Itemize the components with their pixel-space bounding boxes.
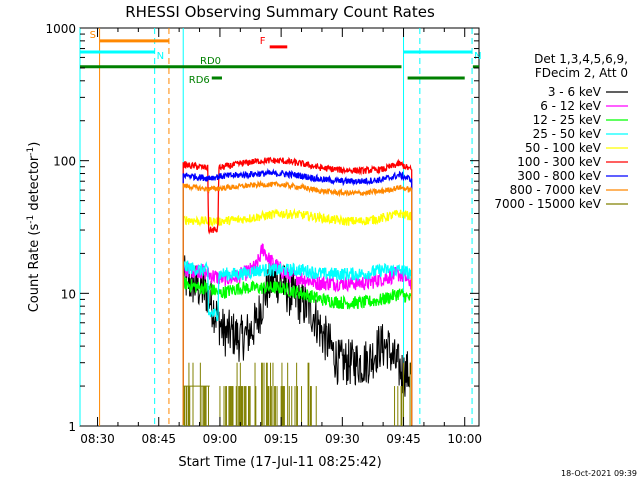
series-line-4	[182, 207, 413, 426]
marker-label: N	[157, 51, 164, 62]
chart-title: RHESSI Observing Summary Count Rates	[125, 3, 435, 21]
y-tick-label: 1000	[45, 22, 76, 36]
x-tick-label: 10:00	[447, 432, 482, 446]
y-axis-label: Count Rate (s-1 detector-1)	[26, 142, 42, 313]
series-line-5	[182, 156, 413, 426]
marker-label: RD6	[189, 75, 210, 86]
legend-label: 6 - 12 keV	[540, 99, 602, 113]
y-label-part3: )	[27, 142, 42, 147]
series-group	[182, 156, 413, 426]
y-label-part2: detector	[27, 155, 42, 215]
marker-label: S	[90, 30, 96, 41]
x-axis-label: Start Time (17-Jul-11 08:25:42)	[178, 455, 381, 470]
series-line-7	[182, 179, 413, 426]
x-tick-label: 08:30	[80, 432, 115, 446]
status-markers: S N N F RD0 RD6	[80, 30, 482, 86]
plot-frame	[79, 27, 480, 427]
x-tick-label: 09:00	[203, 432, 238, 446]
legend-label: 300 - 800 keV	[517, 169, 601, 183]
legend-label: 7000 - 15000 keV	[494, 197, 601, 211]
legend-label: 25 - 50 keV	[533, 127, 602, 141]
legend-header-1: Det 1,3,4,5,6,9,	[534, 52, 628, 66]
y-label-sup1: -1	[26, 215, 36, 224]
x-tick-label: 09:45	[386, 432, 421, 446]
marker-label: N	[474, 51, 481, 62]
series-line-3	[182, 260, 413, 426]
x-tick-label: 08:45	[141, 432, 176, 446]
y-tick-label: 1	[68, 420, 76, 434]
legend-label: 100 - 300 keV	[517, 155, 601, 169]
marker-label: RD0	[200, 56, 221, 67]
axis-ticks: 08:30 08:45 09:00 09:15 09:30 09:45 10:00 1 10 10…	[45, 22, 482, 446]
y-tick-label: 10	[61, 287, 76, 301]
timestamp: 18-Oct-2021 09:39	[561, 469, 637, 478]
series-line-6	[182, 167, 413, 426]
marker-label: F	[260, 36, 266, 47]
high-energy-series-group	[183, 362, 411, 426]
y-tick-label: 100	[53, 155, 76, 169]
vertical-lines	[79, 28, 473, 426]
y-label-part1: Count Rate (s	[27, 224, 42, 313]
series-line-2	[182, 275, 413, 426]
legend-label: 12 - 25 keV	[533, 113, 602, 127]
series-line-0	[182, 255, 413, 426]
legend-label: 50 - 100 keV	[525, 141, 602, 155]
y-label-sup2: -1	[26, 147, 36, 156]
legend-label: 800 - 7000 keV	[510, 183, 602, 197]
legend-header-2: FDecim 2, Att 0	[535, 66, 628, 80]
legend-label: 3 - 6 keV	[548, 85, 602, 99]
x-tick-label: 09:15	[264, 432, 299, 446]
x-tick-label: 09:30	[325, 432, 360, 446]
